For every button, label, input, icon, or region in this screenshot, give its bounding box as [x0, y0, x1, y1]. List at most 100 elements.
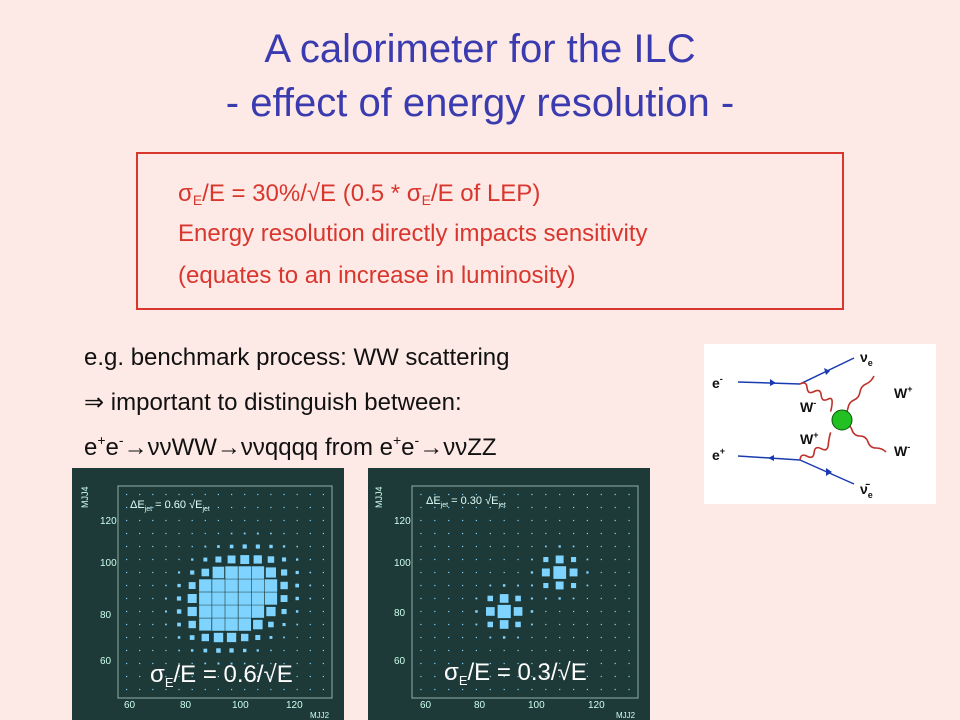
histogram-cell: [462, 623, 464, 626]
histogram-cell: [531, 532, 533, 535]
histogram-cell: [497, 604, 511, 619]
histogram-cell: [489, 636, 492, 639]
histogram-cell: [201, 633, 209, 642]
histogram-cell: [586, 649, 588, 652]
histogram-cell: [628, 584, 630, 587]
slide-title-line1: A calorimeter for the ILC: [264, 27, 696, 71]
histogram-cell: [188, 582, 196, 589]
x-tick-80: 80: [180, 700, 192, 711]
histogram-cell: [296, 636, 298, 639]
histogram-cell: [283, 688, 285, 691]
histogram-cell: [586, 545, 588, 548]
histogram-cell: [462, 649, 464, 652]
histogram-cell: [513, 607, 523, 616]
histogram-cell: [600, 558, 602, 561]
histogram-cell: [283, 675, 285, 678]
histogram-cell: [296, 493, 298, 496]
histogram-cell: [545, 649, 547, 652]
histogram-cell: [489, 506, 491, 509]
histogram-cell: [475, 623, 478, 626]
histogram-cell: [178, 506, 180, 509]
body-line-3: e+e-→ννWW→ννqqqq from e+e-→ννZZ: [84, 432, 497, 462]
histogram-cell: [600, 636, 602, 639]
histogram-cell: [296, 532, 298, 535]
histogram-cell: [434, 636, 436, 639]
histogram-cell: [295, 570, 299, 575]
histogram-cell: [283, 662, 285, 665]
histogram-cell: [152, 636, 154, 639]
histogram-cell: [152, 688, 154, 691]
histogram-cell: [322, 610, 324, 613]
histogram-cell: [204, 688, 206, 691]
histogram-cell: [573, 506, 575, 509]
histogram-cell: [177, 583, 181, 588]
histogram-cell: [139, 493, 141, 496]
histogram-cell: [614, 610, 616, 613]
histogram-cell: [559, 675, 561, 678]
histogram-cell: [322, 636, 324, 639]
histogram-cell: [531, 636, 533, 639]
histogram-cell: [541, 568, 550, 577]
histogram-cell: [569, 568, 578, 577]
histogram-cell: [178, 532, 180, 535]
histogram-cell: [434, 506, 436, 509]
histogram-cell: [559, 649, 561, 652]
body-line-2: ⇒ important to distinguish between:: [84, 389, 462, 416]
histogram-cell: [559, 636, 561, 639]
histogram-cell: [545, 545, 547, 548]
box-line-1-b: /E of LEP): [430, 180, 541, 207]
histogram-cell: [628, 493, 630, 496]
histogram-cell: [257, 688, 259, 691]
histogram-cell: [503, 506, 505, 509]
process-plus1: +: [97, 432, 106, 448]
histogram-cell: [531, 584, 533, 587]
histogram-cell: [217, 675, 219, 678]
histogram-cell: [225, 566, 238, 579]
histogram-cell: [231, 506, 233, 509]
histogram-cell: [139, 584, 141, 587]
histogram-cell: [434, 519, 436, 522]
histogram-cell: [475, 506, 477, 509]
histogram-cell: [475, 662, 477, 665]
histogram-cell: [545, 688, 547, 691]
histogram-cell: [434, 545, 436, 548]
histogram-cell: [152, 584, 154, 587]
histogram-cell: [448, 636, 450, 639]
label-e-minus: e-: [712, 374, 723, 391]
mass-plot-0.6-svg: MJJ4 120 100 80 60 60 80 100 120 MJJ2 ΔE…: [80, 485, 333, 720]
histogram-cell: [126, 545, 128, 548]
histogram-cell: [531, 493, 533, 496]
histogram-cell: [322, 545, 324, 548]
histogram-cell: [462, 571, 464, 574]
histogram-cell: [559, 506, 561, 509]
histogram-cell: [573, 519, 575, 522]
histogram-cell: [282, 545, 286, 548]
histogram-cell: [204, 493, 206, 496]
histogram-cell: [187, 594, 197, 603]
histogram-cell: [212, 605, 225, 618]
histogram-cell: [296, 662, 298, 665]
histogram-cell: [203, 557, 208, 562]
histogram-cell: [139, 532, 141, 535]
histogram-cell: [212, 566, 225, 579]
histogram-cell: [126, 649, 128, 652]
histogram-cell: [191, 662, 193, 665]
histogram-cell: [614, 597, 616, 600]
histogram-cell: [217, 519, 219, 522]
histogram-cell: [628, 662, 630, 665]
label-nu-e: νe: [860, 349, 873, 368]
histogram-cell: [309, 584, 312, 587]
histogram-cell: [281, 569, 288, 576]
plot-frame: [411, 485, 639, 699]
histogram-cell: [475, 519, 477, 522]
histogram-cell: [176, 609, 182, 614]
histogram-cell: [559, 623, 561, 626]
arrow-icon: [768, 455, 774, 461]
histogram-cell: [165, 649, 167, 652]
histogram-cell: [204, 532, 206, 535]
histogram-cell: [517, 558, 519, 561]
histogram-cell: [489, 688, 491, 691]
histogram-cell: [434, 597, 436, 600]
histogram-cell: [573, 493, 575, 496]
histogram-cell: [165, 597, 167, 600]
